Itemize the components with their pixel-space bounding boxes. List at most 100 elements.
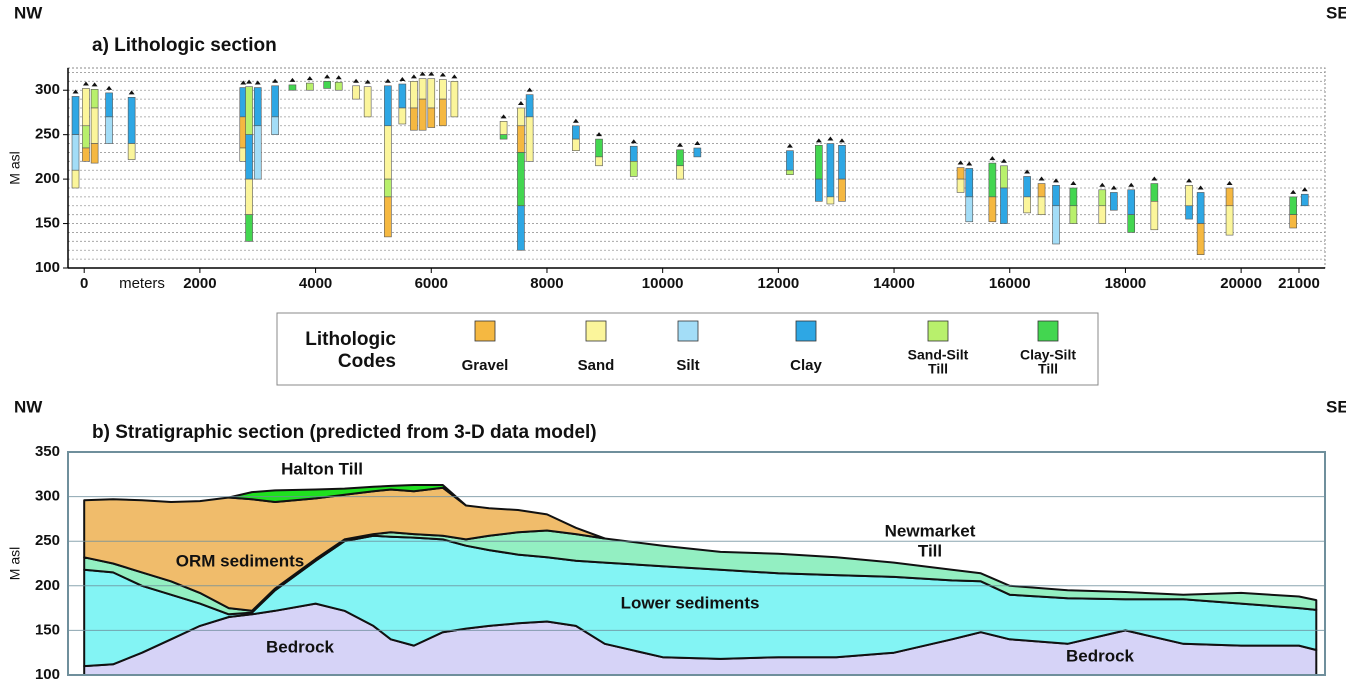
borehole-interval [1024, 197, 1031, 213]
borehole-marker [1001, 159, 1007, 163]
direction-label: NW [14, 3, 43, 22]
y-tick-label: 150 [35, 215, 60, 232]
unit-label: Bedrock [1066, 646, 1135, 665]
borehole-interval [91, 144, 98, 164]
y-tick-label: 100 [35, 666, 60, 683]
legend-title: Codes [338, 351, 396, 372]
borehole-interval [1151, 184, 1158, 202]
borehole-marker [787, 144, 793, 148]
borehole-marker [839, 138, 845, 142]
borehole-interval [72, 170, 79, 188]
y-axis-label: M asl [7, 547, 23, 580]
borehole-interval [1301, 194, 1308, 206]
borehole-interval [517, 108, 524, 126]
borehole-interval [815, 179, 822, 201]
borehole-marker [399, 77, 405, 81]
unit-label: Lower sediments [621, 593, 760, 612]
x-tick-label: 4000 [299, 275, 332, 292]
borehole-interval [91, 89, 98, 108]
borehole-interval [306, 83, 313, 90]
borehole-marker [1039, 177, 1045, 181]
legend-label: Clay [790, 357, 822, 374]
borehole-marker [1099, 183, 1105, 187]
borehole-interval [500, 135, 507, 139]
direction-label: SE [1326, 397, 1346, 416]
borehole-interval [1290, 215, 1297, 228]
borehole-interval [1186, 185, 1193, 205]
direction-label: NW [14, 397, 43, 416]
y-axis-label: M asl [7, 151, 23, 184]
x-tick-label: 10000 [642, 275, 684, 292]
borehole-interval [128, 144, 135, 160]
borehole-marker [353, 79, 359, 83]
borehole-interval [1197, 192, 1204, 223]
borehole-marker [966, 161, 972, 165]
borehole-marker [255, 81, 261, 85]
borehole-interval [254, 126, 261, 179]
borehole-interval [1000, 188, 1007, 224]
borehole-interval [384, 179, 391, 197]
borehole-marker [1111, 185, 1117, 189]
borehole-interval [399, 84, 406, 108]
legend-swatch [475, 321, 495, 341]
borehole-interval [815, 145, 822, 179]
borehole-interval [324, 81, 331, 88]
borehole-interval [526, 117, 533, 161]
borehole-interval [1038, 197, 1045, 215]
borehole-interval [246, 215, 253, 242]
borehole-interval [246, 87, 253, 135]
borehole-interval [572, 139, 579, 151]
borehole-marker [1290, 190, 1296, 194]
borehole-interval [517, 206, 524, 250]
borehole-interval [246, 135, 253, 179]
borehole-interval [1070, 206, 1077, 224]
borehole-interval [957, 179, 964, 192]
y-tick-label: 300 [35, 488, 60, 505]
borehole-interval [500, 121, 507, 134]
borehole-interval [246, 179, 253, 215]
borehole-interval [966, 197, 973, 222]
legend-label: Gravel [462, 357, 509, 374]
borehole-interval [1197, 224, 1204, 255]
borehole-marker [451, 74, 457, 78]
borehole-interval [1099, 190, 1106, 206]
x-tick-label: 16000 [989, 275, 1031, 292]
x-tick-label: 14000 [873, 275, 915, 292]
borehole-marker [1151, 177, 1157, 181]
borehole-interval [1110, 192, 1117, 210]
borehole-marker [246, 80, 252, 84]
borehole-marker [440, 73, 446, 77]
borehole-interval [289, 85, 296, 90]
borehole-interval [1226, 206, 1233, 235]
borehole-interval [677, 166, 684, 179]
borehole-interval [957, 168, 964, 180]
x-tick-label: 18000 [1105, 275, 1147, 292]
borehole-interval [364, 87, 371, 117]
borehole-interval [517, 126, 524, 153]
y-tick-label: 200 [35, 170, 60, 187]
borehole-marker [816, 138, 822, 142]
y-tick-label: 250 [35, 126, 60, 143]
borehole-interval [1186, 206, 1193, 219]
legend-swatch [586, 321, 606, 341]
borehole-interval [989, 163, 996, 197]
x-tick-label: 2000 [183, 275, 216, 292]
borehole-interval [335, 82, 342, 90]
borehole-interval [254, 88, 261, 126]
legend-label: Silt [676, 357, 699, 374]
borehole-interval [353, 86, 360, 99]
borehole-interval [72, 135, 79, 171]
borehole-interval [1151, 201, 1158, 229]
x-tick-label: 0 [80, 275, 88, 292]
borehole-marker [694, 141, 700, 145]
borehole-interval [1290, 197, 1297, 215]
borehole-interval [419, 99, 426, 130]
legend-swatch [1038, 321, 1058, 341]
borehole-interval [82, 126, 89, 148]
borehole-interval [1053, 206, 1060, 244]
borehole-interval [630, 161, 637, 176]
borehole-marker [272, 79, 278, 83]
borehole-interval [428, 108, 435, 128]
borehole-interval [106, 93, 113, 117]
borehole-interval [384, 197, 391, 237]
